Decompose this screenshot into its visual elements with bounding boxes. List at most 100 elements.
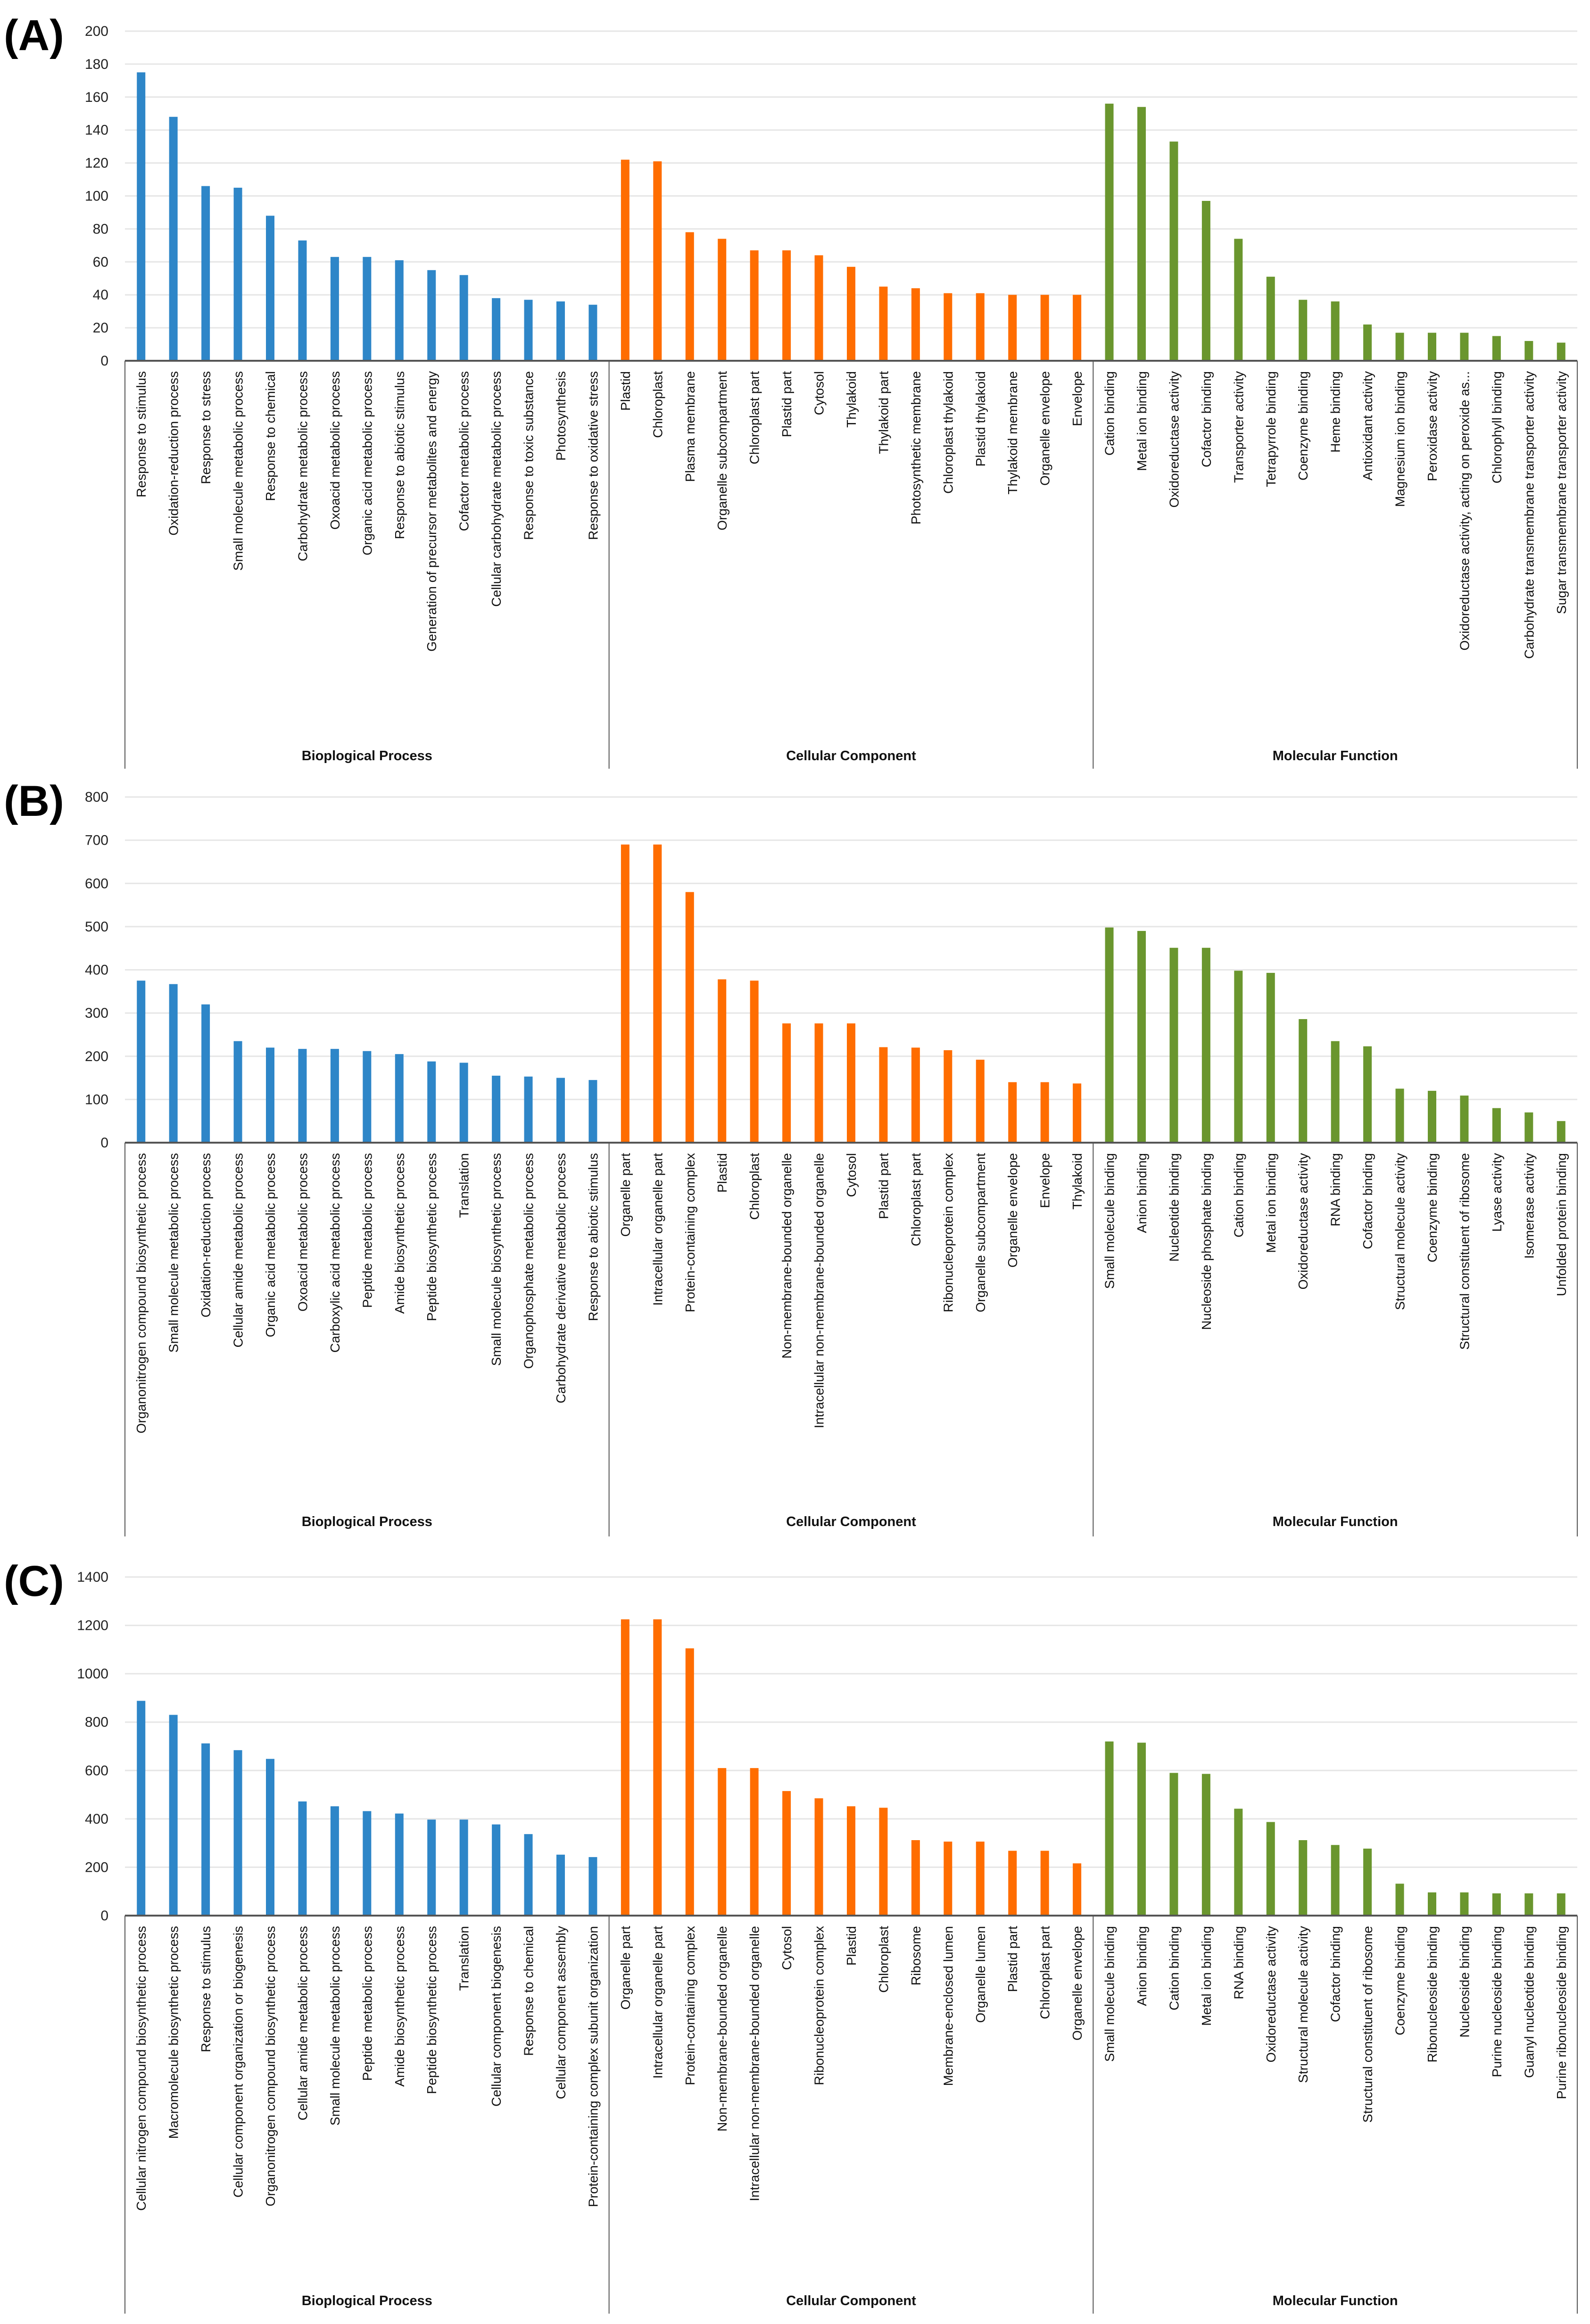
bar (750, 250, 759, 361)
bar (1395, 332, 1404, 361)
category-label: Structural constituent of ribosome (1457, 1153, 1472, 1350)
category-label: Lyase activity (1490, 1153, 1504, 1232)
bar (847, 1806, 855, 1916)
y-tick-label: 120 (85, 156, 108, 171)
category-label: Cofactor binding (1199, 371, 1214, 467)
bar (1073, 295, 1082, 361)
category-label: Cofactor binding (1328, 1926, 1343, 2022)
category-label: Chloroplast (747, 1153, 762, 1220)
bar (1395, 1088, 1404, 1143)
bar (588, 1857, 597, 1916)
category-label: Response to stimulus (199, 1926, 213, 2052)
bar (201, 186, 210, 361)
bar (911, 1047, 920, 1143)
bar (169, 1715, 178, 1916)
category-label: Small molecule metabolic process (166, 1153, 181, 1353)
category-label: Anion binding (1135, 1153, 1149, 1233)
category-label: Chlorophyll binding (1490, 371, 1504, 483)
category-label: Chloroplast thylakoid (941, 371, 955, 494)
category-label: Organelle part (618, 1926, 633, 2010)
bar (1169, 1773, 1178, 1916)
y-tick-label: 600 (85, 876, 108, 891)
y-tick-label: 0 (100, 1135, 108, 1151)
bar (1428, 1892, 1436, 1916)
y-tick-label: 140 (85, 123, 108, 138)
bar (266, 1047, 274, 1143)
bar (395, 260, 404, 361)
y-tick-label: 200 (85, 1859, 108, 1875)
category-label: Small molecule biosynthetic process (489, 1153, 504, 1366)
bar (653, 1619, 662, 1916)
bar (1105, 103, 1114, 361)
category-label: Cofactor metabolic process (457, 371, 472, 531)
bar (169, 116, 178, 361)
category-label: Cation binding (1102, 371, 1117, 456)
bar (1557, 342, 1565, 361)
category-label: Oxidoreductase activity (1167, 371, 1181, 507)
bar (137, 980, 146, 1143)
bar (685, 892, 694, 1143)
y-tick-label: 100 (85, 189, 108, 204)
category-label: Plastid (844, 1926, 859, 1966)
panel-label: (A) (4, 11, 64, 59)
category-label: Thylakoid (1070, 1153, 1085, 1210)
category-label: Oxidoreductase activity (1264, 1926, 1278, 2062)
bar (395, 1813, 404, 1916)
bar (814, 255, 823, 361)
category-label: Protein-containing complex (683, 1153, 697, 1312)
bar (330, 1806, 339, 1916)
category-label: Cytosol (812, 371, 827, 415)
category-label: Peptide metabolic process (360, 1926, 374, 2081)
bar (298, 1049, 307, 1143)
category-label: Metal ion binding (1264, 1153, 1278, 1253)
bar (1008, 295, 1017, 361)
group-label: Cellular Component (786, 1514, 916, 1529)
bar (330, 257, 339, 361)
category-label: Organonitrogen compound biosynthetic pro… (263, 1926, 278, 2207)
bar (685, 232, 694, 361)
y-tick-label: 100 (85, 1092, 108, 1107)
category-label: Structural molecule activity (1393, 1153, 1408, 1310)
group-label: Molecular Function (1273, 2293, 1398, 2308)
y-tick-label: 200 (85, 1049, 108, 1064)
bar (1201, 947, 1210, 1143)
category-label: Response to abiotic stimulus (586, 1153, 600, 1321)
bar (1008, 1851, 1017, 1916)
category-label: Plastid (715, 1153, 729, 1193)
bar (879, 1047, 888, 1143)
category-label: Small molecule metabolic process (231, 371, 246, 571)
category-label: Envelope (1070, 371, 1085, 426)
category-label: Protein-containing complex subunit organ… (586, 1926, 600, 2207)
category-label: Organelle lumen (973, 1926, 988, 2023)
bar (621, 844, 629, 1143)
category-label: Cellular component biogenesis (489, 1926, 504, 2107)
bar (1201, 200, 1210, 361)
y-tick-label: 1200 (77, 1618, 108, 1634)
bar (1137, 1743, 1146, 1916)
category-label: Non-membrane-bounded organelle (779, 1153, 794, 1359)
bar (976, 1842, 985, 1916)
bar (492, 1824, 501, 1916)
category-label: Organelle part (618, 1153, 633, 1237)
bar (298, 1801, 307, 1916)
category-label: Coenzyme binding (1425, 1153, 1440, 1262)
category-label: Transporter activity (1231, 371, 1246, 483)
category-label: Cellular component assembly (554, 1926, 568, 2099)
category-label: Membrane-enclosed lumen (941, 1926, 955, 2086)
category-label: Cellular amide metabolic process (295, 1926, 310, 2120)
category-label: Cytosol (844, 1153, 859, 1197)
category-label: Oxidoreductase activity, acting on perox… (1457, 371, 1472, 650)
category-label: Small molecule metabolic process (328, 1926, 342, 2125)
bar (492, 1075, 501, 1143)
bar (1073, 1083, 1082, 1143)
bar (976, 1060, 985, 1143)
category-label: Thylakoid part (876, 371, 891, 454)
bar (1137, 931, 1146, 1143)
bar (1428, 1091, 1436, 1143)
bar (137, 1701, 146, 1916)
category-label: Nucleotide binding (1167, 1153, 1181, 1262)
category-label: Intracellular non-membrane-bounded organ… (747, 1926, 762, 2201)
category-label: Organelle envelope (1005, 1153, 1020, 1268)
bar (524, 299, 533, 361)
group-label: Cellular Component (786, 748, 916, 764)
